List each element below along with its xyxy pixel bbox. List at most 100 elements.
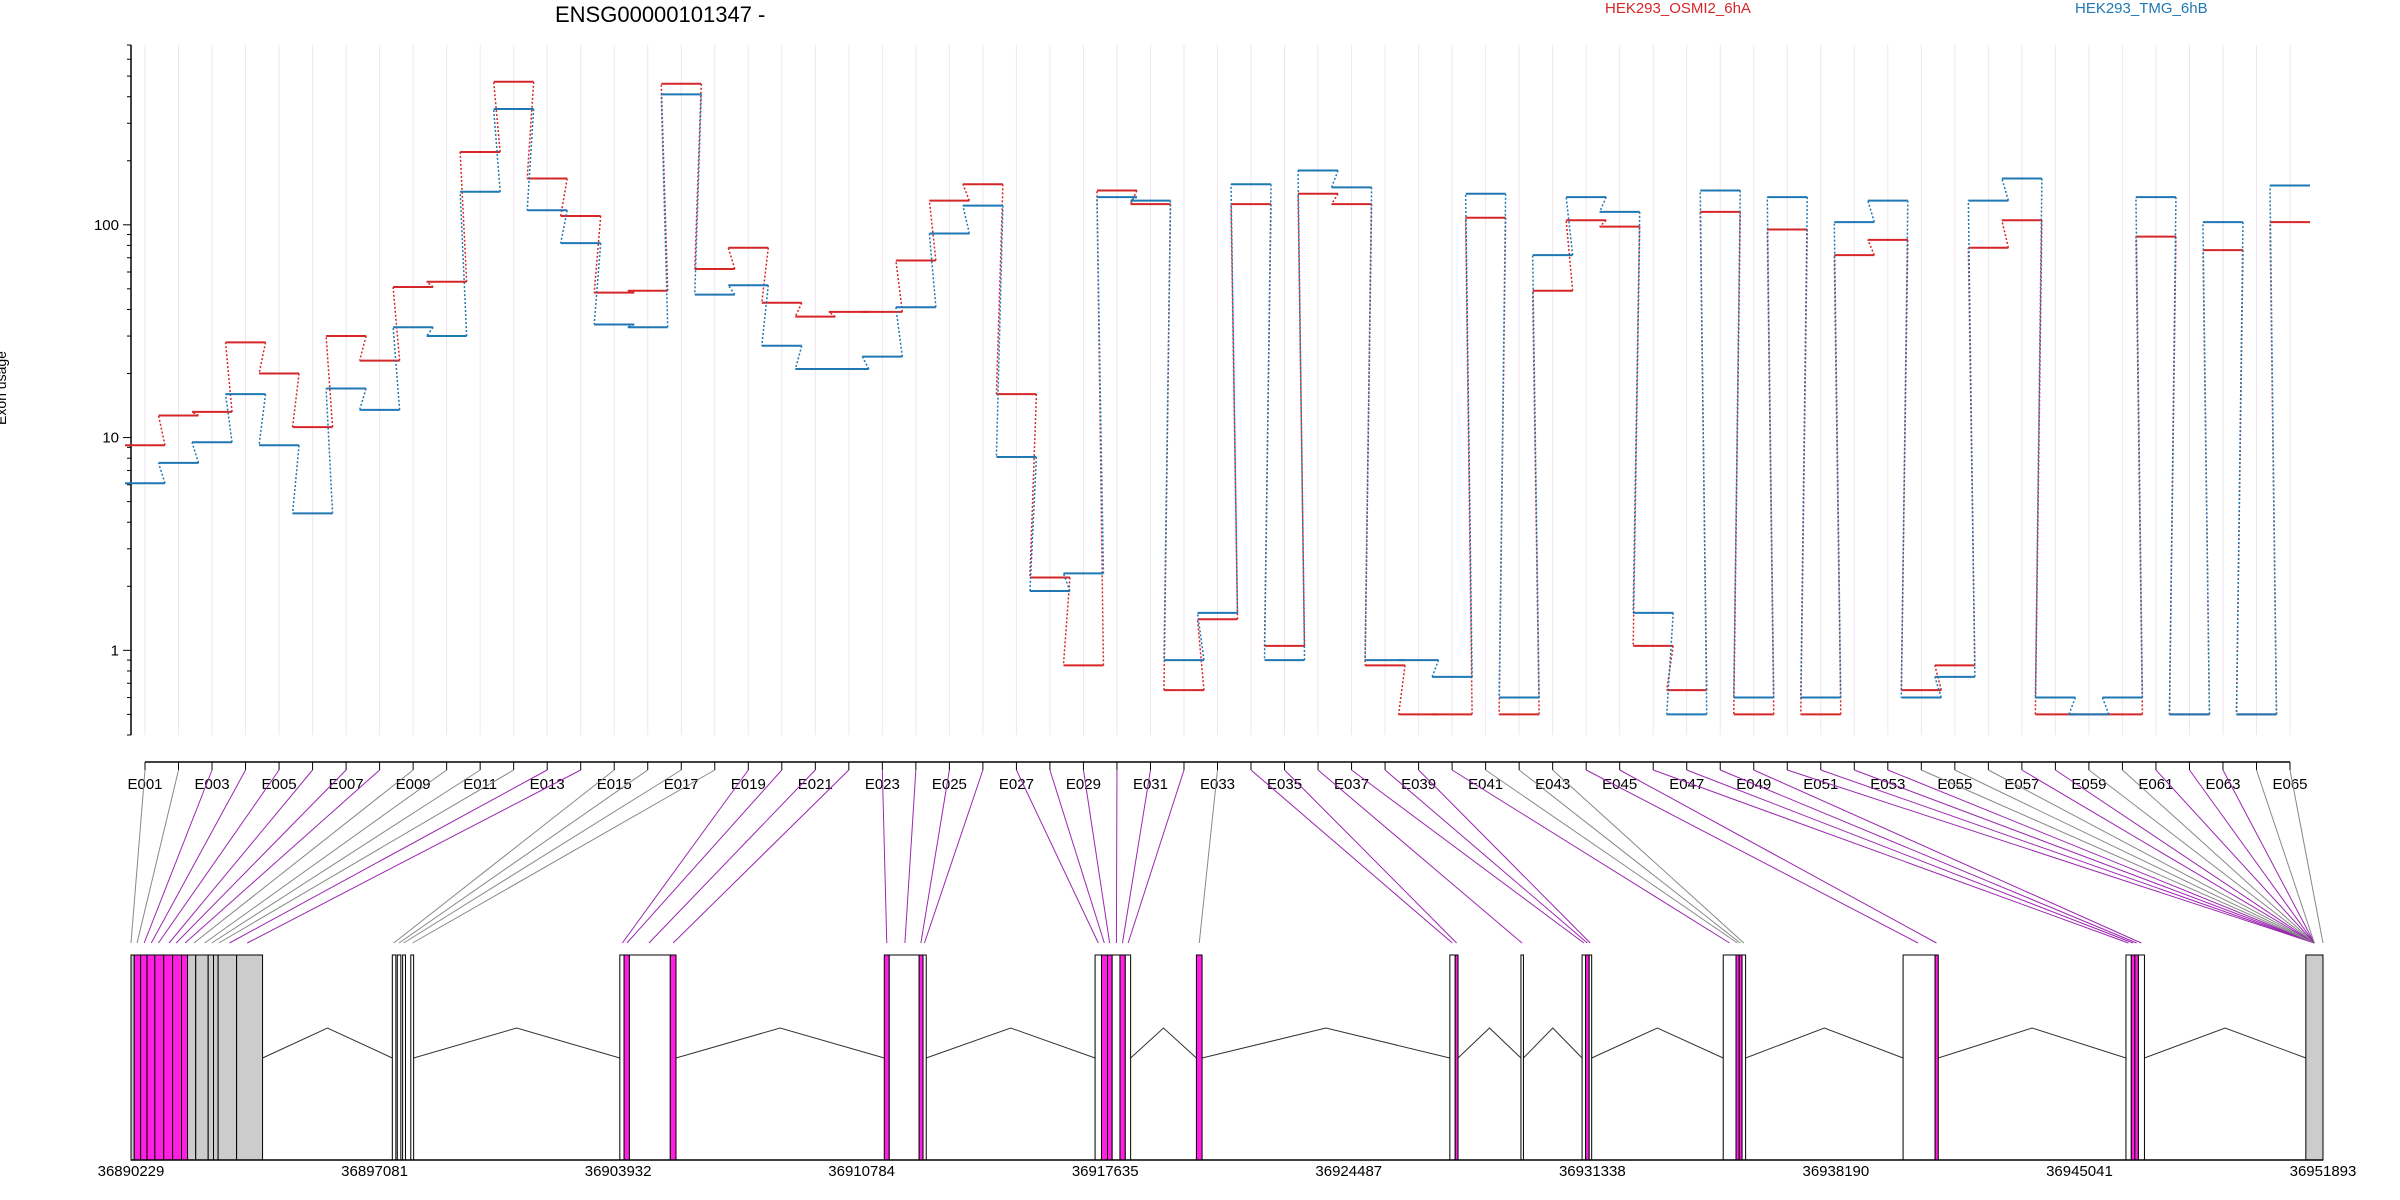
x-tick-label: E013 (530, 776, 565, 793)
exon-block (1094, 954, 1102, 1161)
intron (926, 1027, 1096, 1059)
connector (861, 356, 870, 370)
x-tick-label: E005 (262, 776, 297, 793)
exon-link (2289, 769, 2324, 944)
connector (157, 415, 166, 446)
x-tick-label: E047 (1669, 776, 1704, 793)
x-tick-label: E063 (2205, 776, 2240, 793)
connector (426, 326, 434, 337)
x-tick-label: E011 (463, 776, 497, 793)
exon-link (1082, 769, 1111, 944)
connector (1297, 170, 1306, 661)
exon-link (626, 769, 783, 944)
exon-link (184, 769, 380, 944)
series-layer (125, 80, 2310, 716)
x-tick-label: E061 (2138, 776, 2173, 793)
connector (1565, 196, 1574, 256)
exon-block (163, 954, 174, 1161)
exon-link (904, 769, 917, 944)
y-tick-label: 1 (111, 642, 119, 659)
exon-block (391, 954, 397, 1161)
connector (1665, 612, 1674, 715)
exon-link (130, 769, 146, 944)
connector (526, 81, 535, 179)
connector (1531, 255, 1540, 698)
exon-link (1753, 769, 2142, 944)
y-tick-label: 10 (102, 430, 119, 447)
x-tick-label: E045 (1602, 776, 1637, 793)
exon-link (1485, 769, 1738, 944)
exon-block (1119, 954, 1126, 1161)
exon-link (1619, 769, 1937, 944)
connector (1632, 211, 1641, 613)
exon-block (1107, 954, 1113, 1161)
connector (2202, 222, 2211, 715)
exon-block (2130, 954, 2136, 1161)
exon-link (1351, 769, 1585, 944)
exon-block (154, 954, 165, 1161)
x-tick-label: E065 (2272, 776, 2307, 793)
connector (392, 286, 401, 361)
intron (1591, 1027, 1724, 1059)
exon-link (211, 769, 481, 944)
exon-block (187, 954, 197, 1161)
connector (358, 388, 367, 411)
connector (1464, 193, 1473, 677)
exon-link (923, 769, 984, 944)
exon-link (621, 769, 749, 944)
exon-link (150, 769, 246, 944)
exon-link (648, 769, 816, 944)
connector (459, 191, 468, 337)
exon-block (140, 954, 148, 1161)
connector (1297, 193, 1306, 646)
connector (1029, 394, 1038, 578)
connector (526, 109, 535, 211)
exon-block (2137, 954, 2145, 1161)
x-tick-label: E007 (329, 776, 364, 793)
x-tick-label: E021 (798, 776, 833, 793)
intron (1938, 1027, 2127, 1059)
connector (1498, 193, 1507, 698)
vertical-grid (144, 45, 2291, 735)
connector (828, 311, 836, 318)
exon-link (136, 769, 180, 944)
connector (928, 233, 937, 308)
exon-link (1854, 769, 2315, 944)
exon-block (2134, 954, 2139, 1161)
exon-link (1988, 769, 2315, 944)
connector (995, 205, 1004, 458)
exon-link (1720, 769, 2137, 944)
connector (995, 184, 1004, 395)
connector (1733, 190, 1741, 698)
connector (1699, 211, 1708, 691)
connector (727, 284, 736, 295)
exon-link (2256, 769, 2315, 944)
exon-link (157, 769, 280, 944)
exon-block (195, 954, 209, 1161)
connector (1062, 577, 1071, 666)
connector (157, 462, 166, 484)
exon-link (1451, 769, 1730, 944)
exon-link (143, 769, 213, 944)
intron (413, 1027, 620, 1059)
x-tick-label: E041 (1468, 776, 1503, 793)
connector (2269, 185, 2278, 715)
exon-block (410, 954, 415, 1161)
x-tick-label: E031 (1133, 776, 1168, 793)
exon-link (2222, 769, 2315, 944)
exon-link (881, 769, 888, 944)
x-tick-label: E035 (1267, 776, 1302, 793)
exon-link (2189, 769, 2315, 944)
exon-link (168, 769, 313, 944)
connector (962, 205, 971, 234)
connector (1062, 573, 1071, 592)
exon-link (403, 769, 682, 944)
exon-block (619, 954, 625, 1161)
exon-link (393, 769, 615, 944)
exon-link (1250, 769, 1453, 944)
exon-block (1585, 954, 1590, 1161)
connector (291, 373, 300, 428)
exon-link (672, 769, 850, 944)
exon-block (396, 954, 402, 1161)
connector (426, 281, 434, 288)
